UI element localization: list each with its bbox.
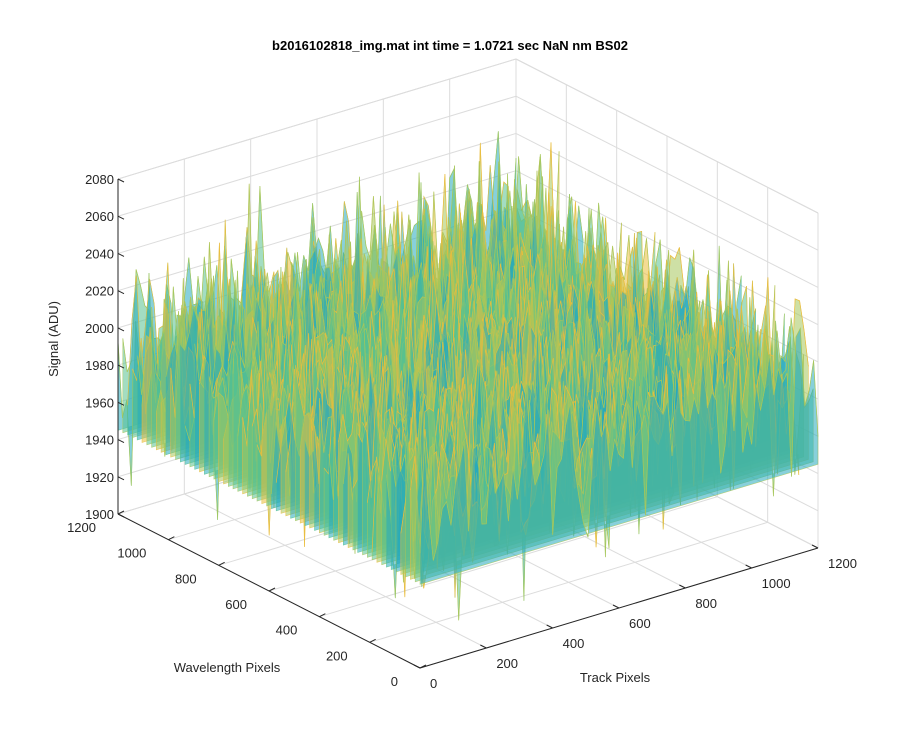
z-tick bbox=[117, 178, 125, 183]
y-tick-label: 200 bbox=[326, 648, 348, 663]
x-tick bbox=[413, 664, 421, 669]
side-wall-gridline bbox=[515, 95, 819, 251]
y-axis-label: Wavelength Pixels bbox=[174, 660, 281, 675]
z-tick-label: 1900 bbox=[85, 507, 114, 522]
surface-ridge bbox=[414, 317, 814, 570]
surface-layer bbox=[117, 131, 819, 621]
z-tick-label: 2000 bbox=[85, 321, 114, 336]
top-edge bbox=[117, 58, 517, 180]
y-tick bbox=[419, 664, 427, 669]
z-tick-label: 2020 bbox=[85, 284, 114, 299]
x-tick-label: 800 bbox=[695, 596, 717, 611]
z-tick-label: 2040 bbox=[85, 246, 114, 261]
x-tick bbox=[679, 584, 686, 589]
y-tick bbox=[218, 561, 225, 566]
y-tick bbox=[268, 587, 276, 592]
z-tick bbox=[117, 439, 125, 444]
chart-title: b2016102818_img.mat int time = 1.0721 se… bbox=[272, 38, 628, 53]
z-axis-label: Signal (ADU) bbox=[46, 301, 61, 377]
x-tick-label: 200 bbox=[496, 656, 518, 671]
x-tick-label: 1000 bbox=[762, 576, 791, 591]
back-wall-gridline bbox=[117, 95, 517, 217]
z-tick-label: 1920 bbox=[85, 470, 114, 485]
x-tick-label: 600 bbox=[629, 616, 651, 631]
x-tick bbox=[480, 644, 487, 649]
z-tick bbox=[117, 252, 125, 257]
y-tick bbox=[319, 613, 326, 618]
x-tick-label: 0 bbox=[430, 676, 437, 691]
y-tick-label: 0 bbox=[391, 674, 398, 689]
surface-ridge bbox=[419, 327, 819, 561]
y-tick-label: 1200 bbox=[67, 520, 96, 535]
y-tick-label: 600 bbox=[225, 597, 247, 612]
surface-ridge bbox=[371, 280, 771, 552]
tick-layer: 1900192019401960198020002020204020602080… bbox=[67, 172, 857, 691]
z-tick bbox=[117, 476, 125, 481]
z-tick-label: 2060 bbox=[85, 209, 114, 224]
y-tick-label: 800 bbox=[175, 571, 197, 586]
z-tick-label: 1960 bbox=[85, 395, 114, 410]
z-tick bbox=[117, 215, 125, 220]
y-tick bbox=[117, 510, 125, 515]
x-tick bbox=[811, 544, 819, 549]
x-axis-label: Track Pixels bbox=[580, 670, 651, 685]
y-tick-label: 1000 bbox=[117, 546, 146, 561]
z-tick bbox=[117, 327, 125, 332]
x-tick bbox=[745, 564, 752, 569]
z-tick bbox=[117, 364, 125, 369]
y-tick bbox=[168, 536, 175, 541]
side-wall-gridline bbox=[515, 132, 819, 288]
x-tick bbox=[612, 604, 620, 609]
back-wall-gridline bbox=[117, 132, 517, 254]
top-edge bbox=[515, 58, 819, 214]
floor-gridline bbox=[369, 521, 768, 643]
z-tick bbox=[117, 401, 125, 406]
z-tick-label: 2080 bbox=[85, 172, 114, 187]
z-tick bbox=[117, 513, 125, 518]
x-tick-label: 400 bbox=[563, 636, 585, 651]
y-tick-label: 400 bbox=[276, 623, 298, 638]
x-tick bbox=[546, 624, 553, 629]
y-tick bbox=[369, 638, 376, 643]
x-tick-label: 1200 bbox=[828, 556, 857, 571]
floor-gridline bbox=[319, 496, 718, 618]
z-tick bbox=[117, 290, 125, 295]
z-tick-label: 1940 bbox=[85, 433, 114, 448]
z-tick-label: 1980 bbox=[85, 358, 114, 373]
